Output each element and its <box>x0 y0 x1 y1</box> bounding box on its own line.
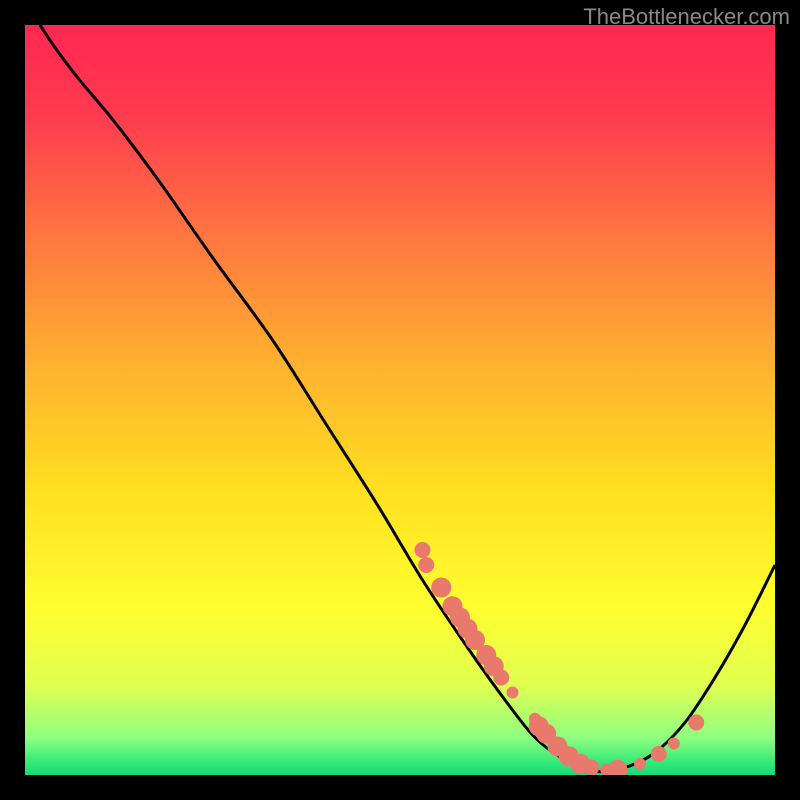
data-marker <box>688 715 704 731</box>
data-marker <box>493 670 509 686</box>
data-marker <box>583 760 599 776</box>
watermark-text: TheBottlenecker.com <box>583 4 790 30</box>
data-marker <box>651 746 667 762</box>
data-marker <box>418 557 434 573</box>
data-marker <box>507 687 519 699</box>
chart-background <box>25 25 775 775</box>
data-marker <box>668 738 680 750</box>
data-marker <box>431 578 451 598</box>
data-marker <box>634 758 646 770</box>
chart-svg <box>25 25 775 775</box>
data-marker <box>415 542 431 558</box>
chart-area <box>25 25 775 775</box>
